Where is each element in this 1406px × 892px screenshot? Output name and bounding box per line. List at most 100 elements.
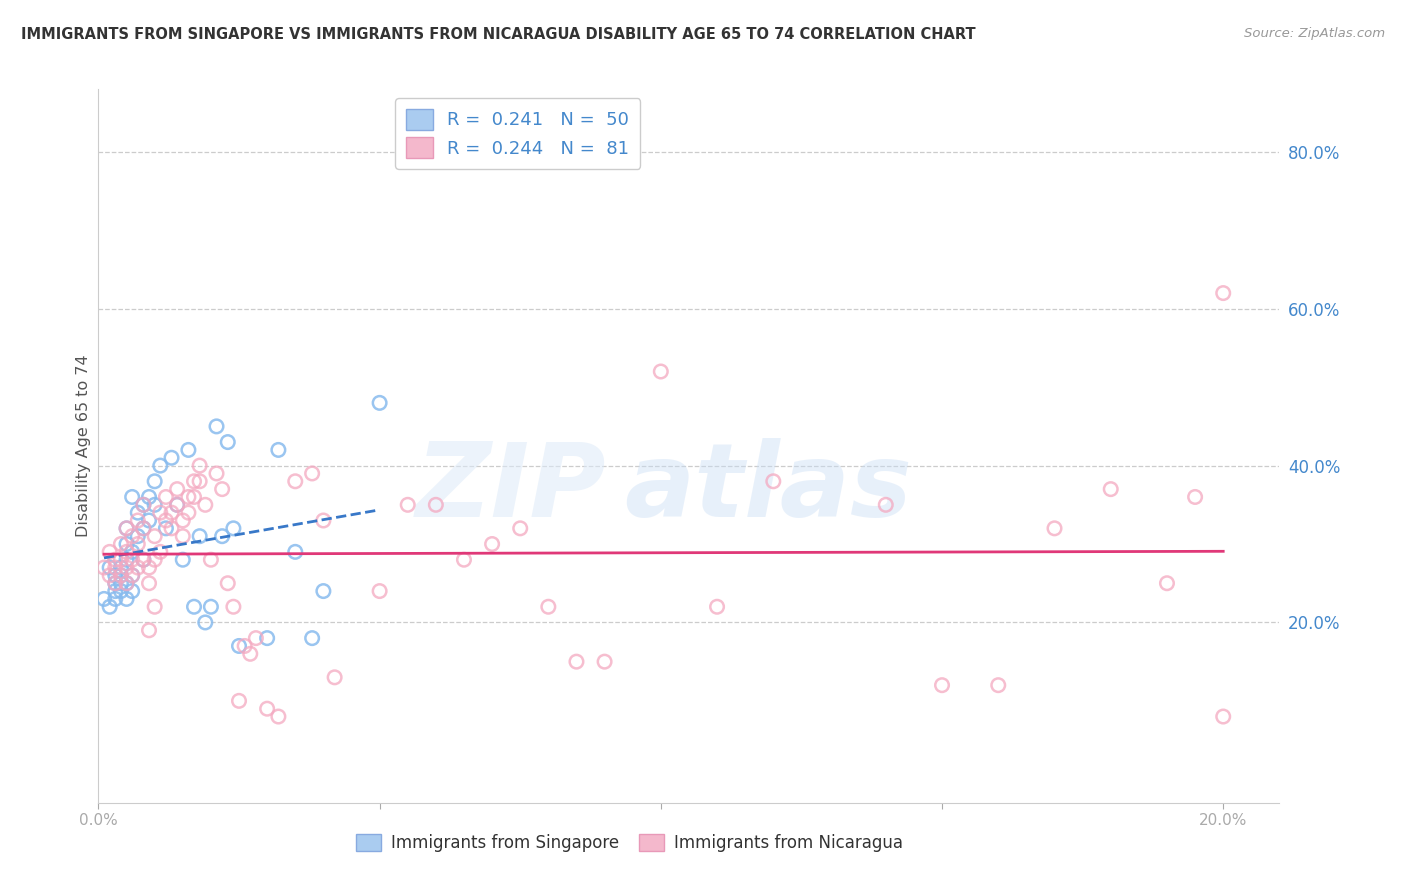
Point [166, 482, 188, 496]
Point [284, 545, 307, 559]
Point [132, 498, 155, 512]
Point [121, 568, 143, 582]
Point [138, 490, 160, 504]
Point [1099, 482, 1122, 496]
Point [115, 576, 138, 591]
Point [368, 584, 391, 599]
Point [110, 552, 132, 566]
Point [537, 599, 560, 614]
Point [1184, 490, 1206, 504]
Point [127, 506, 149, 520]
Legend: Immigrants from Singapore, Immigrants from Nicaragua: Immigrants from Singapore, Immigrants fr… [350, 827, 910, 859]
Point [143, 552, 166, 566]
Point [177, 442, 200, 457]
Point [127, 529, 149, 543]
Point [98, 560, 121, 574]
Point [256, 702, 278, 716]
Point [233, 639, 256, 653]
Point [706, 599, 728, 614]
Point [143, 599, 166, 614]
Point [368, 396, 391, 410]
Point [425, 498, 447, 512]
Point [453, 552, 475, 566]
Point [222, 521, 245, 535]
Point [93, 591, 115, 606]
Point [110, 560, 132, 574]
Point [138, 624, 160, 638]
Point [1212, 709, 1234, 723]
Point [115, 521, 138, 535]
Point [121, 529, 143, 543]
Text: atlas: atlas [624, 438, 912, 540]
Point [110, 576, 132, 591]
Point [188, 475, 211, 489]
Point [132, 521, 155, 535]
Point [110, 568, 132, 582]
Point [132, 552, 155, 566]
Point [183, 475, 205, 489]
Point [188, 458, 211, 473]
Point [98, 545, 121, 559]
Point [1043, 521, 1066, 535]
Point [138, 576, 160, 591]
Point [211, 482, 233, 496]
Point [127, 514, 149, 528]
Point [127, 537, 149, 551]
Point [284, 475, 307, 489]
Point [149, 458, 172, 473]
Point [160, 450, 183, 465]
Point [323, 670, 346, 684]
Point [205, 419, 228, 434]
Point [312, 514, 335, 528]
Point [166, 498, 188, 512]
Point [115, 560, 138, 574]
Point [132, 552, 155, 566]
Point [200, 599, 222, 614]
Point [104, 576, 127, 591]
Point [160, 506, 183, 520]
Point [194, 498, 217, 512]
Point [104, 568, 127, 582]
Point [481, 537, 503, 551]
Point [267, 442, 290, 457]
Point [509, 521, 531, 535]
Point [565, 655, 588, 669]
Point [143, 529, 166, 543]
Point [110, 568, 132, 582]
Point [104, 591, 127, 606]
Point [155, 521, 177, 535]
Point [160, 521, 183, 535]
Point [188, 529, 211, 543]
Point [396, 498, 419, 512]
Point [650, 364, 672, 378]
Point [245, 631, 267, 645]
Point [228, 639, 250, 653]
Point [172, 529, 194, 543]
Point [987, 678, 1010, 692]
Point [98, 568, 121, 582]
Point [115, 591, 138, 606]
Text: IMMIGRANTS FROM SINGAPORE VS IMMIGRANTS FROM NICARAGUA DISABILITY AGE 65 TO 74 C: IMMIGRANTS FROM SINGAPORE VS IMMIGRANTS … [21, 27, 976, 42]
Point [155, 490, 177, 504]
Point [239, 647, 262, 661]
Point [110, 537, 132, 551]
Point [104, 576, 127, 591]
Point [205, 467, 228, 481]
Point [115, 576, 138, 591]
Point [172, 514, 194, 528]
Point [172, 552, 194, 566]
Point [98, 599, 121, 614]
Point [104, 560, 127, 574]
Point [104, 584, 127, 599]
Point [256, 631, 278, 645]
Point [211, 529, 233, 543]
Point [115, 521, 138, 535]
Point [132, 498, 155, 512]
Point [127, 560, 149, 574]
Point [143, 498, 166, 512]
Point [121, 584, 143, 599]
Text: ZIP: ZIP [416, 438, 606, 540]
Point [301, 631, 323, 645]
Point [267, 709, 290, 723]
Point [762, 475, 785, 489]
